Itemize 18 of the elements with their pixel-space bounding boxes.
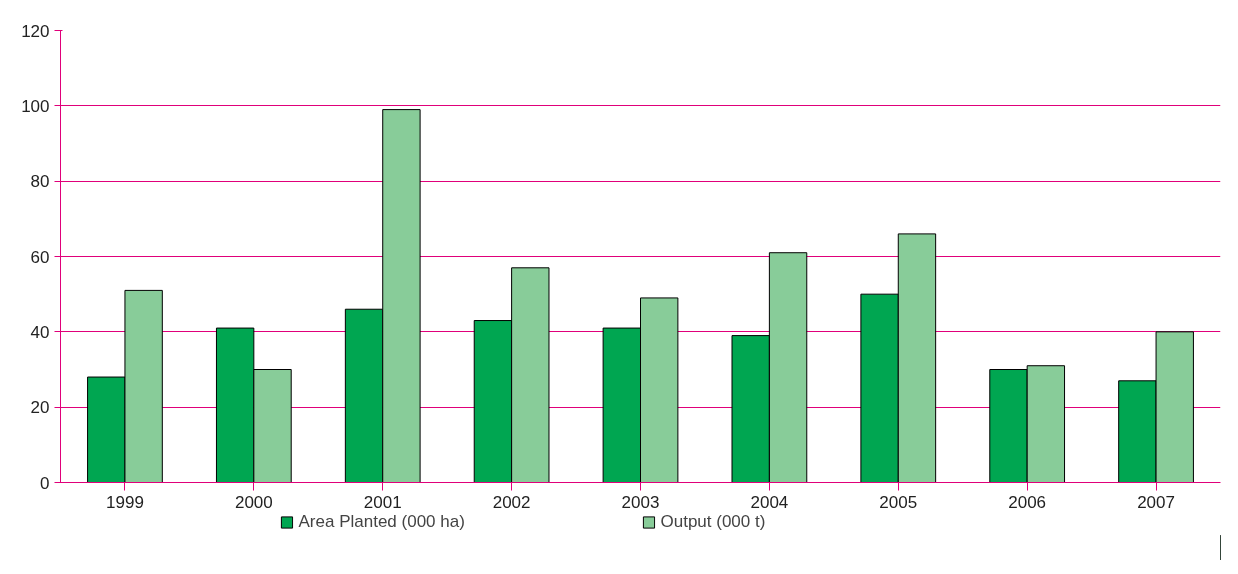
x-tick-label: 2002	[492, 492, 531, 512]
x-tick-label: 2003	[621, 492, 660, 512]
x-tick-label: 1999	[106, 492, 144, 512]
y-tick-label: 120	[21, 21, 50, 41]
x-tick-label: 2000	[234, 492, 273, 512]
y-tick-label: 0	[40, 473, 50, 493]
x-tick-label: 2001	[363, 492, 402, 512]
legend-label: Area Planted (000 ha)	[298, 512, 466, 532]
y-tick-label: 20	[30, 398, 50, 418]
x-tick-label: 2007	[1137, 492, 1175, 512]
y-tick-label: 40	[30, 322, 50, 342]
x-tick-label: 2005	[879, 492, 918, 512]
x-tick-label: 2004	[750, 492, 789, 512]
x-tick-label: 2006	[1008, 492, 1047, 512]
y-tick-label: 100	[21, 96, 50, 116]
legend-label: Output (000 t)	[660, 512, 767, 532]
y-tick-label: 60	[30, 247, 50, 267]
y-tick-label: 80	[30, 172, 50, 192]
